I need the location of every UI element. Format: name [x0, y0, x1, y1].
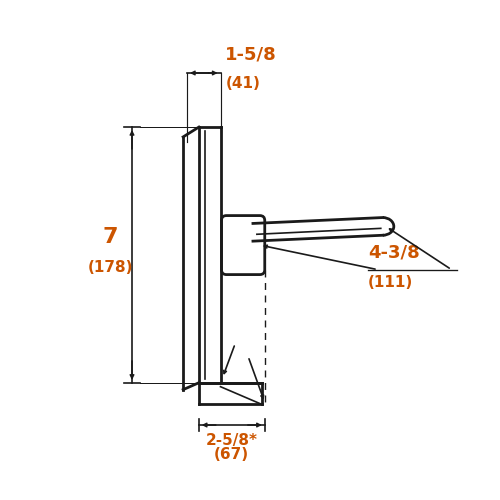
Text: 1-5/8: 1-5/8 — [226, 45, 277, 63]
Text: 4-3/8: 4-3/8 — [368, 244, 420, 262]
Text: 7: 7 — [102, 227, 118, 247]
Text: (178): (178) — [88, 260, 133, 275]
Text: (111): (111) — [368, 274, 414, 289]
Text: (67): (67) — [214, 446, 250, 462]
Text: (41): (41) — [226, 76, 260, 91]
Text: 2-5/8*: 2-5/8* — [206, 433, 258, 448]
